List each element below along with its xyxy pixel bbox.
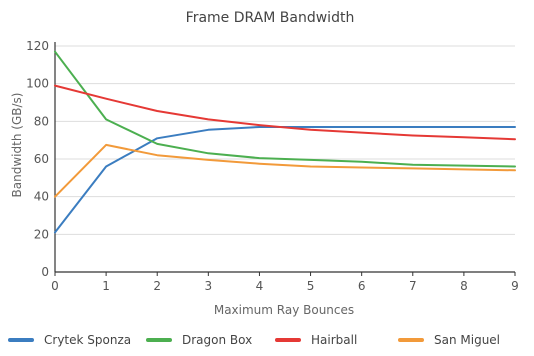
legend: Crytek Sponza Dragon Box Hairball San Migue…	[8, 333, 500, 347]
y-axis-label: Bandwidth (GB/s)	[10, 93, 24, 198]
x-tick-label: 7	[409, 279, 417, 293]
chart-title: Frame DRAM Bandwidth	[186, 10, 355, 26]
y-tick-label: 20	[34, 227, 49, 241]
legend-label-san-miguel: San Miguel	[434, 333, 500, 347]
series-line-san-miguel	[54, 143, 516, 198]
axes	[54, 42, 515, 273]
x-tick-label: 1	[102, 279, 110, 293]
y-tick-label: 100	[26, 77, 49, 91]
x-tick-label: 3	[205, 279, 213, 293]
series-line-dragon-box	[54, 50, 516, 168]
x-tick-label: 4	[256, 279, 264, 293]
x-tick-label: 8	[460, 279, 468, 293]
x-tick-label: 0	[51, 279, 59, 293]
x-tick-labels: 0 1 2 3 4 5 6 7 8 9	[51, 272, 519, 293]
series-line-hairball	[54, 84, 516, 141]
y-tick-label: 120	[26, 39, 49, 53]
y-tick-labels: 0 20 40 60 80 100 120	[26, 39, 49, 279]
x-tick-label: 6	[358, 279, 366, 293]
y-tick-label: 0	[41, 265, 49, 279]
legend-label-crytek-sponza: Crytek Sponza	[44, 333, 131, 347]
series-line-crytek-sponza	[54, 126, 516, 234]
x-tick-label: 2	[153, 279, 161, 293]
x-tick-label: 9	[511, 279, 519, 293]
grid-lines	[55, 45, 515, 235]
y-tick-label: 40	[34, 190, 49, 204]
legend-label-hairball: Hairball	[311, 333, 357, 347]
y-tick-label: 80	[34, 114, 49, 128]
legend-label-dragon-box: Dragon Box	[182, 333, 252, 347]
series-lines	[54, 50, 516, 234]
x-tick-label: 5	[307, 279, 315, 293]
x-axis-label: Maximum Ray Bounces	[214, 303, 354, 317]
y-tick-label: 60	[34, 152, 49, 166]
